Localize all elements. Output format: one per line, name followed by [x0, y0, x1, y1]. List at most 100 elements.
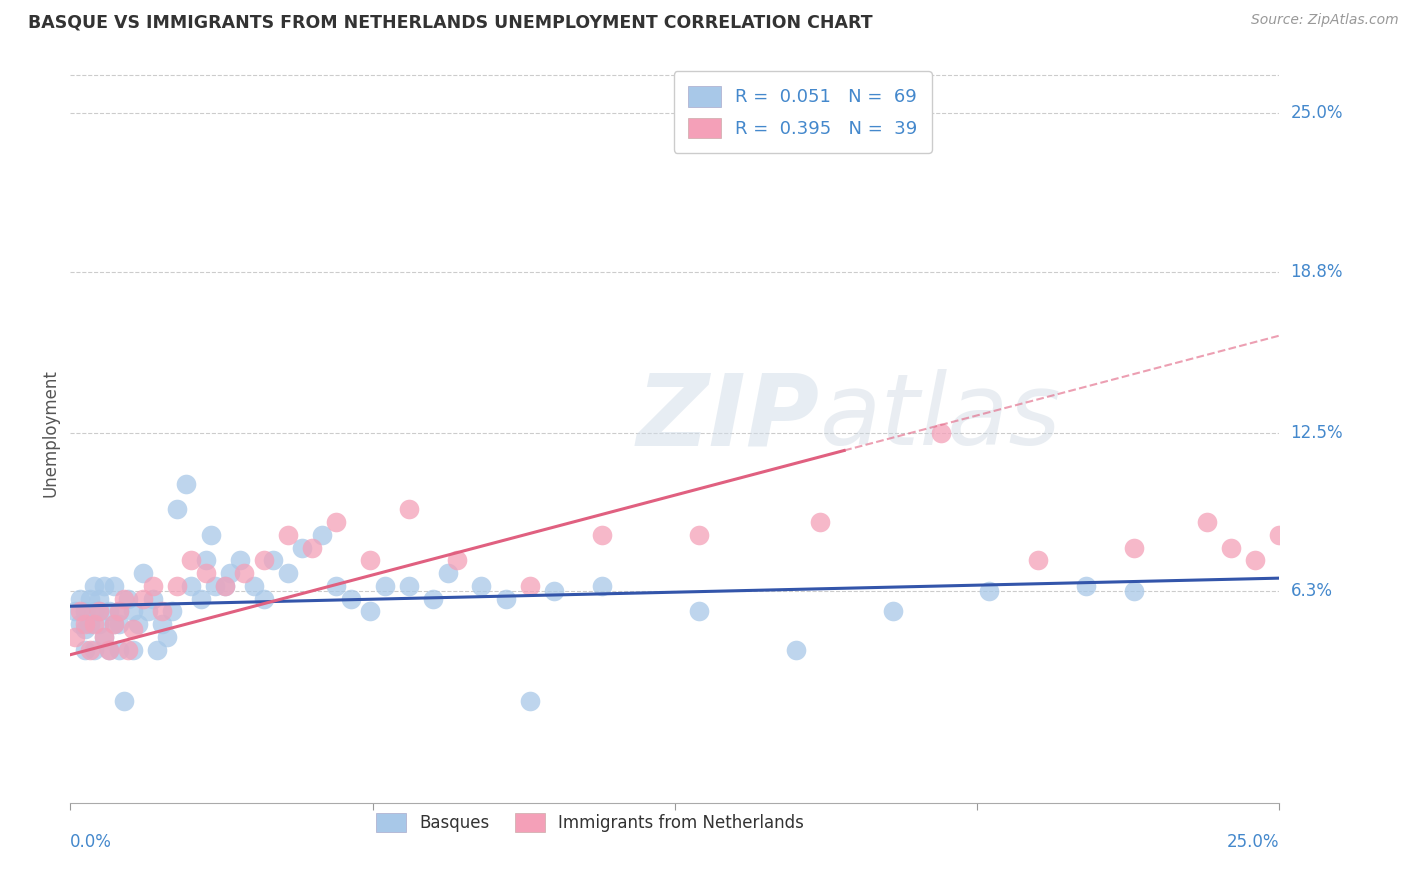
- Point: [180, 579, 202, 593]
- Point: [160, 604, 183, 618]
- Point: [93, 630, 115, 644]
- Point: [103, 579, 125, 593]
- Point: [69, 617, 91, 632]
- Point: [301, 541, 323, 555]
- Point: [89, 604, 111, 618]
- Point: [219, 566, 242, 580]
- Point: [89, 617, 111, 632]
- Text: 25.0%: 25.0%: [1227, 833, 1279, 851]
- Point: [519, 694, 541, 708]
- Point: [436, 566, 458, 580]
- Point: [69, 604, 91, 618]
- Point: [117, 591, 139, 606]
- Point: [785, 642, 807, 657]
- Point: [107, 604, 129, 618]
- Point: [200, 527, 222, 541]
- Point: [470, 579, 492, 593]
- Point: [103, 617, 125, 632]
- Point: [73, 642, 96, 657]
- Point: [543, 583, 565, 598]
- Point: [93, 630, 115, 644]
- Point: [136, 604, 159, 618]
- Point: [194, 553, 217, 567]
- Point: [83, 604, 105, 618]
- Point: [107, 617, 129, 632]
- Point: [194, 566, 217, 580]
- Point: [146, 642, 169, 657]
- Point: [79, 617, 101, 632]
- Point: [1123, 583, 1146, 598]
- Text: 6.3%: 6.3%: [1291, 582, 1333, 600]
- Point: [228, 553, 250, 567]
- Point: [150, 617, 173, 632]
- Point: [1123, 541, 1146, 555]
- Point: [141, 579, 163, 593]
- Point: [103, 617, 125, 632]
- Point: [127, 617, 149, 632]
- Text: 0.0%: 0.0%: [70, 833, 112, 851]
- Point: [340, 591, 363, 606]
- Point: [311, 527, 333, 541]
- Point: [98, 642, 121, 657]
- Point: [122, 604, 145, 618]
- Point: [79, 642, 101, 657]
- Point: [122, 642, 145, 657]
- Point: [688, 604, 710, 618]
- Point: [253, 553, 276, 567]
- Point: [89, 591, 111, 606]
- Text: 12.5%: 12.5%: [1291, 424, 1343, 442]
- Point: [93, 579, 115, 593]
- Point: [325, 579, 347, 593]
- Point: [1074, 579, 1097, 593]
- Text: ZIP: ZIP: [637, 369, 820, 467]
- Point: [243, 579, 266, 593]
- Point: [1244, 553, 1267, 567]
- Point: [359, 604, 381, 618]
- Point: [117, 642, 139, 657]
- Point: [176, 476, 198, 491]
- Point: [89, 604, 111, 618]
- Point: [325, 515, 347, 529]
- Point: [107, 604, 129, 618]
- Point: [73, 604, 96, 618]
- Point: [83, 617, 105, 632]
- Text: Source: ZipAtlas.com: Source: ZipAtlas.com: [1251, 13, 1399, 28]
- Point: [688, 527, 710, 541]
- Point: [446, 553, 468, 567]
- Point: [69, 591, 91, 606]
- Point: [374, 579, 396, 593]
- Point: [262, 553, 284, 567]
- Point: [214, 579, 236, 593]
- Point: [233, 566, 256, 580]
- Point: [83, 642, 105, 657]
- Point: [591, 579, 613, 593]
- Point: [63, 604, 86, 618]
- Point: [150, 604, 173, 618]
- Point: [63, 630, 86, 644]
- Legend: Basques, Immigrants from Netherlands: Basques, Immigrants from Netherlands: [370, 806, 811, 838]
- Point: [107, 642, 129, 657]
- Point: [112, 591, 135, 606]
- Y-axis label: Unemployment: Unemployment: [41, 368, 59, 497]
- Text: BASQUE VS IMMIGRANTS FROM NETHERLANDS UNEMPLOYMENT CORRELATION CHART: BASQUE VS IMMIGRANTS FROM NETHERLANDS UN…: [28, 13, 873, 31]
- Point: [180, 553, 202, 567]
- Point: [359, 553, 381, 567]
- Point: [929, 425, 952, 440]
- Point: [422, 591, 444, 606]
- Point: [166, 579, 188, 593]
- Point: [132, 566, 155, 580]
- Point: [277, 527, 299, 541]
- Point: [132, 591, 155, 606]
- Point: [291, 541, 314, 555]
- Point: [495, 591, 517, 606]
- Point: [98, 642, 121, 657]
- Point: [253, 591, 276, 606]
- Point: [979, 583, 1001, 598]
- Point: [1220, 541, 1243, 555]
- Point: [190, 591, 212, 606]
- Point: [277, 566, 299, 580]
- Point: [1268, 527, 1291, 541]
- Point: [591, 527, 613, 541]
- Point: [204, 579, 226, 593]
- Point: [1195, 515, 1218, 529]
